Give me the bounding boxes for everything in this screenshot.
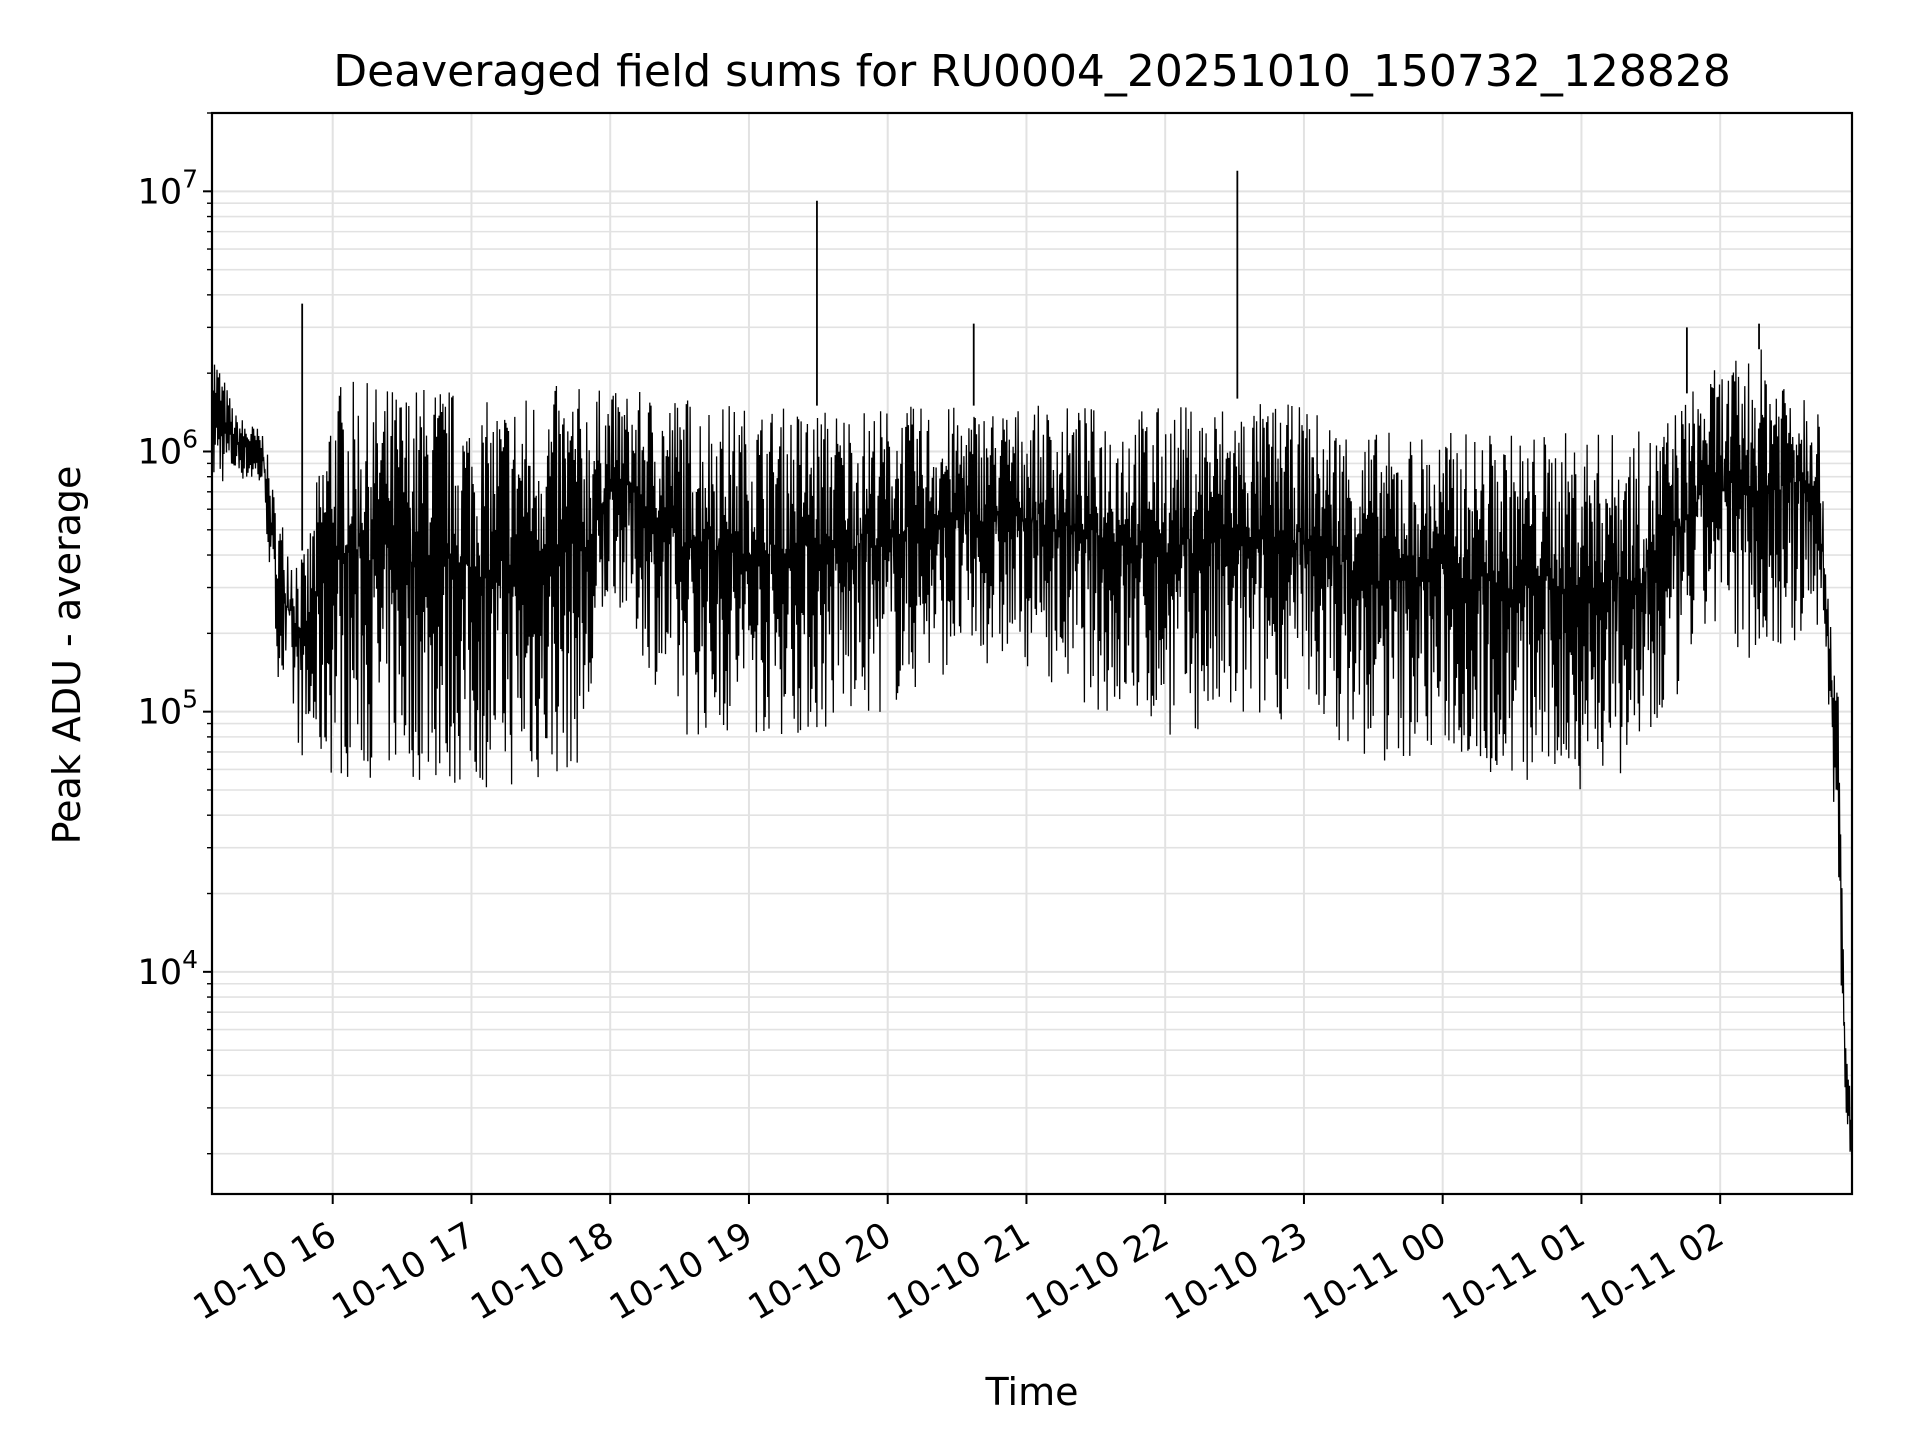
x-tick-label: 10-10 21	[881, 1215, 1037, 1328]
chart-title: Deaveraged field sums for RU0004_2025101…	[333, 46, 1731, 97]
x-tick-label: 10-10 16	[187, 1215, 343, 1328]
x-tick-label: 10-10 18	[464, 1215, 620, 1328]
x-tick-label: 10-11 02	[1574, 1215, 1730, 1328]
series-line	[211, 349, 1853, 1152]
y-tick-label: 104	[138, 945, 198, 993]
grid	[212, 112, 1852, 1194]
x-axis-label: Time	[985, 1370, 1079, 1414]
x-tick-label: 10-10 23	[1158, 1215, 1314, 1328]
x-tick-label: 10-11 00	[1297, 1215, 1453, 1328]
x-tick-label: 10-10 17	[326, 1215, 482, 1328]
y-tick-label: 106	[138, 424, 198, 472]
y-tick-label: 105	[138, 685, 198, 733]
x-tick-label: 10-10 22	[1019, 1215, 1175, 1328]
series-peak-adu	[211, 170, 1853, 1152]
y-axis-label: Peak ADU - average	[45, 466, 89, 845]
y-axis: 104 105 106 107	[138, 112, 212, 1155]
x-tick-label: 10-11 01	[1436, 1215, 1592, 1328]
x-tick-label: 10-10 19	[603, 1215, 759, 1328]
y-tick-label: 107	[138, 164, 198, 212]
plot-frame	[210, 111, 1854, 1196]
x-tick-label: 10-10 20	[742, 1215, 898, 1328]
